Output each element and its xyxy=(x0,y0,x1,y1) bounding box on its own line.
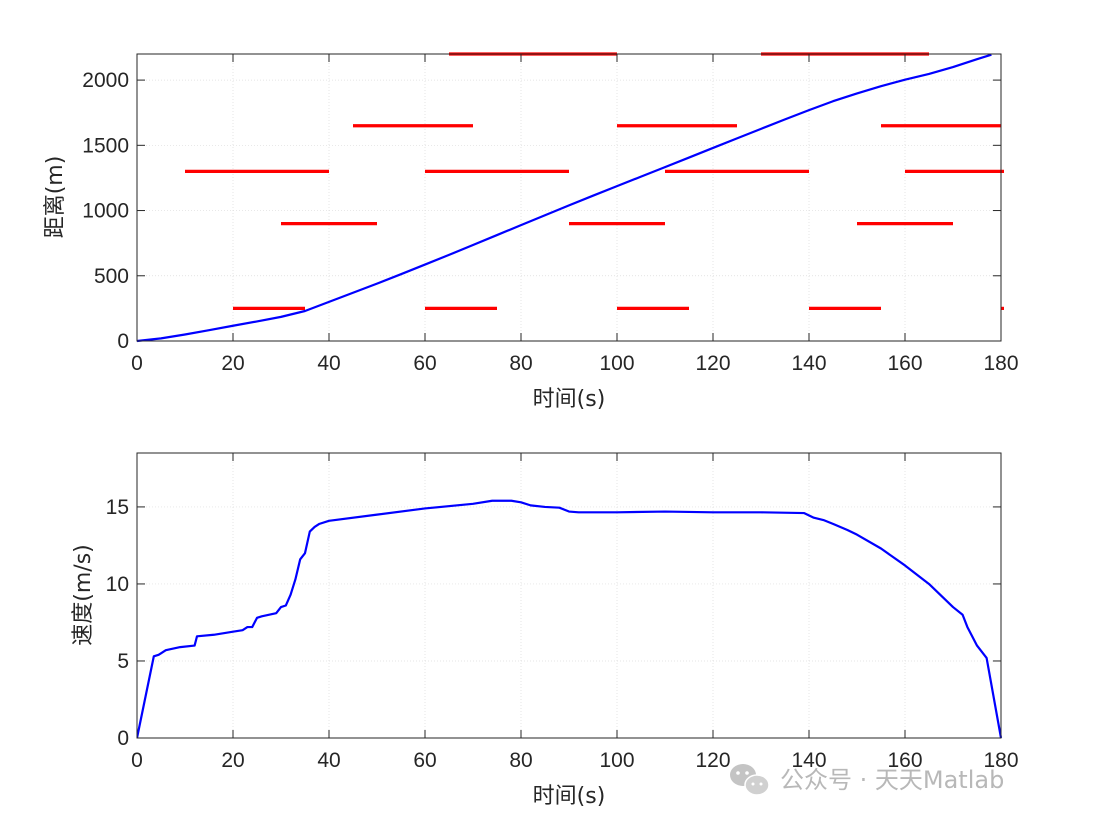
distance-axes-frame xyxy=(136,53,1002,342)
distance-y-tick-label-0: 0 xyxy=(117,330,129,353)
distance-x-ticks: 0 20 40 60 80 100 120 140 160 180 xyxy=(131,54,1019,375)
speed-axes-frame xyxy=(136,452,1002,739)
speed-x-tick-label-80: 80 xyxy=(509,749,532,772)
distance-y-tick-label-2000: 2000 xyxy=(82,69,129,92)
speed-line-0 xyxy=(137,499,1003,739)
speed-y-tick-label-0: 0 xyxy=(117,727,129,750)
distance-y-axis-label: 距离(m) xyxy=(43,156,68,239)
speed-x-tick-label-20: 20 xyxy=(221,749,244,772)
speed-y-tick-label-5: 5 xyxy=(117,650,129,673)
speed-x-ticks: 0 20 40 60 80 100 120 140 160 180 xyxy=(131,453,1019,772)
speed-x-axis-label: 时间(s) xyxy=(533,784,606,809)
speed-x-tick-label-120: 120 xyxy=(695,749,730,772)
distance-gridlines xyxy=(136,54,1002,342)
distance-x-tick-label-140: 140 xyxy=(791,352,826,375)
distance-x-tick-label-20: 20 xyxy=(221,352,244,375)
speed-x-tick-label-40: 40 xyxy=(317,749,340,772)
distance-x-tick-label-160: 160 xyxy=(887,352,922,375)
distance-x-axis-label: 时间(s) xyxy=(533,387,606,412)
distance-x-tick-label-120: 120 xyxy=(695,352,730,375)
distance-x-tick-label-100: 100 xyxy=(599,352,634,375)
speed-x-tick-label-180: 180 xyxy=(983,749,1018,772)
speed-y-tick-label-15: 15 xyxy=(106,496,129,519)
speed-y-tick-label-10: 10 xyxy=(106,573,129,596)
distance-x-tick-label-60: 60 xyxy=(413,352,436,375)
distance-x-tick-label-40: 40 xyxy=(317,352,340,375)
distance-y-tick-label-1500: 1500 xyxy=(82,134,129,157)
distance-red-segments xyxy=(185,52,1004,310)
wechat-icon xyxy=(730,764,770,796)
speed-x-tick-label-60: 60 xyxy=(413,749,436,772)
distance-plot-box xyxy=(136,53,1002,342)
distance-y-ticks: 0 500 1000 1500 2000 xyxy=(82,69,1001,353)
watermark-text: 公众号 · 天天Matlab xyxy=(780,766,1004,794)
distance-y-tick-label-500: 500 xyxy=(94,265,129,288)
speed-plot-box xyxy=(136,452,1002,739)
distance-x-tick-label-180: 180 xyxy=(983,352,1018,375)
speed-y-axis-label: 速度(m/s) xyxy=(71,544,96,645)
distance-x-tick-label-0: 0 xyxy=(131,352,143,375)
speed-gridlines xyxy=(136,453,1002,739)
distance-chart: 0 20 40 60 80 100 120 140 160 180 0 500 1000 1500 200… xyxy=(43,52,1019,412)
speed-chart: 0 20 40 60 80 100 120 140 160 180 0 5 10 15 时间(s) 速度… xyxy=(71,452,1019,809)
distance-line-0 xyxy=(137,53,992,343)
speed-x-tick-label-160: 160 xyxy=(887,749,922,772)
distance-series xyxy=(137,53,992,343)
speed-x-tick-label-140: 140 xyxy=(791,749,826,772)
speed-x-tick-label-100: 100 xyxy=(599,749,634,772)
speed-series xyxy=(137,499,1003,739)
speed-y-ticks: 0 5 10 15 xyxy=(106,496,1001,750)
distance-x-tick-label-80: 80 xyxy=(509,352,532,375)
watermark: 公众号 · 天天Matlab xyxy=(730,764,1004,796)
speed-x-tick-label-0: 0 xyxy=(131,749,143,772)
distance-y-tick-label-1000: 1000 xyxy=(82,200,129,223)
